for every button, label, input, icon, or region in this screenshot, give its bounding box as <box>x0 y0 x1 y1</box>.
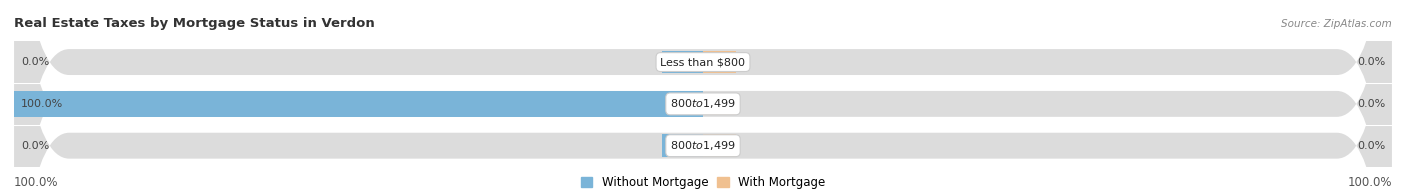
Text: 0.0%: 0.0% <box>21 141 49 151</box>
Bar <box>662 93 703 115</box>
Text: 0.0%: 0.0% <box>21 57 49 67</box>
Text: Less than $800: Less than $800 <box>661 57 745 67</box>
Bar <box>703 134 737 157</box>
Text: 100.0%: 100.0% <box>1347 176 1392 189</box>
Bar <box>703 93 737 115</box>
FancyBboxPatch shape <box>14 0 1392 196</box>
FancyBboxPatch shape <box>14 0 1392 196</box>
Text: 0.0%: 0.0% <box>1357 141 1385 151</box>
Text: 0.0%: 0.0% <box>1357 99 1385 109</box>
Text: 0.0%: 0.0% <box>1357 57 1385 67</box>
Bar <box>662 134 703 157</box>
Text: $800 to $1,499: $800 to $1,499 <box>671 97 735 110</box>
Bar <box>14 91 703 117</box>
Bar <box>662 51 703 73</box>
Text: $800 to $1,499: $800 to $1,499 <box>671 139 735 152</box>
Text: 100.0%: 100.0% <box>14 176 59 189</box>
Bar <box>703 51 737 73</box>
Text: 100.0%: 100.0% <box>21 99 63 109</box>
Text: Real Estate Taxes by Mortgage Status in Verdon: Real Estate Taxes by Mortgage Status in … <box>14 17 375 30</box>
Text: Source: ZipAtlas.com: Source: ZipAtlas.com <box>1281 18 1392 29</box>
FancyBboxPatch shape <box>14 0 1392 196</box>
Legend: Without Mortgage, With Mortgage: Without Mortgage, With Mortgage <box>576 171 830 194</box>
